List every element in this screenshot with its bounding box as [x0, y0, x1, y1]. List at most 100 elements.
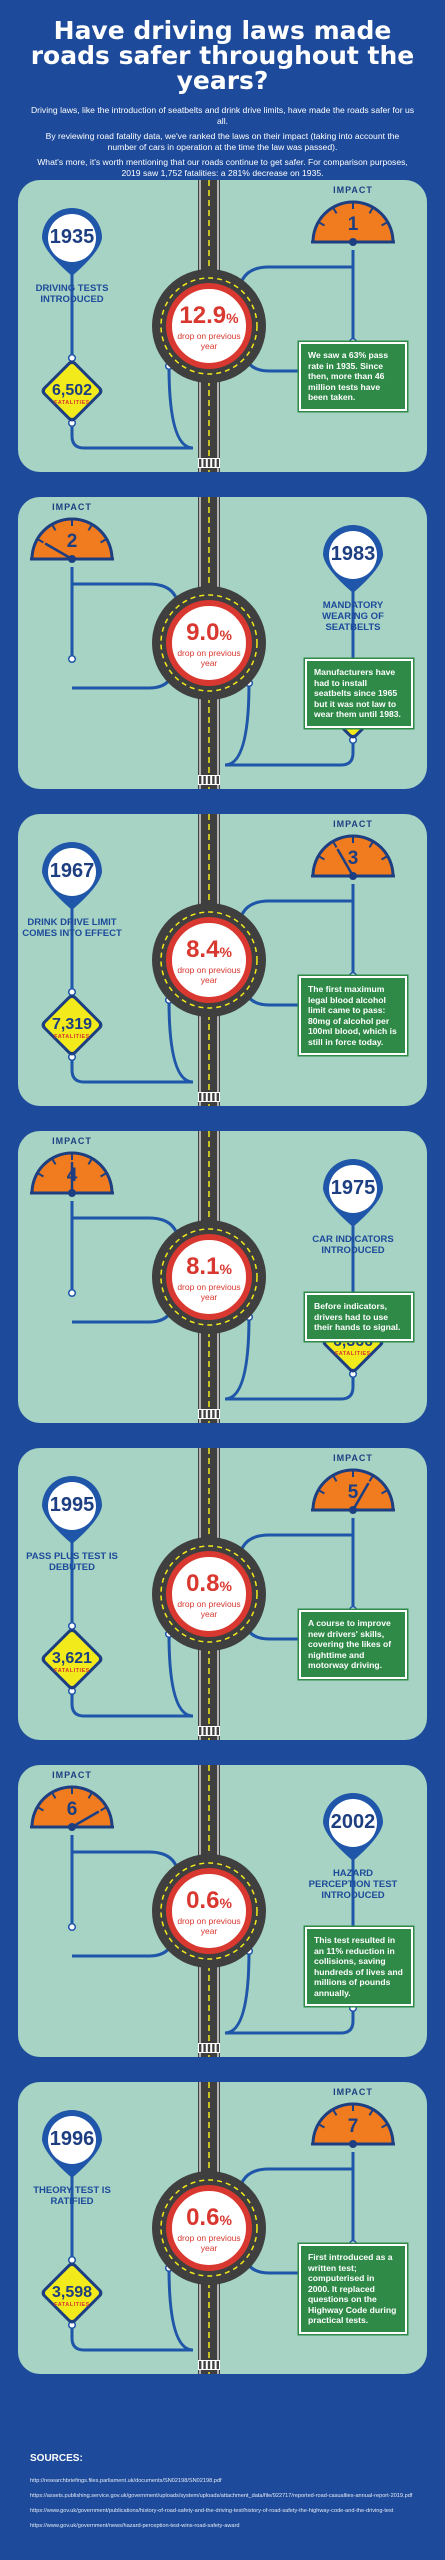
crossing-stripe: [207, 2044, 211, 2052]
drop-percentage: 12.9%: [159, 302, 259, 330]
impact-label: IMPACT: [333, 819, 373, 829]
gauge-needle: [351, 1482, 370, 1512]
connector-dot: [67, 1922, 77, 1932]
connector-line: [224, 1316, 355, 1401]
crossing-stripe: [199, 776, 202, 784]
drop-value: 0.8: [186, 1570, 220, 1597]
crossing-stripe: [212, 1727, 215, 1735]
law-panel: 1996 THEORY TEST IS RATIFIED 3,598 FATALITI…: [18, 2082, 427, 2374]
crossing-stripe: [199, 2361, 202, 2369]
impact-rank: 3: [347, 848, 359, 869]
drop-label: drop on previous year: [177, 1916, 241, 1936]
law-year: 1975: [330, 1177, 376, 1199]
law-label: DRIVING TESTS INTRODUCED: [35, 283, 109, 305]
gauge-tick: [37, 1806, 44, 1812]
fatalities-label: FATALITIES: [54, 2302, 90, 2308]
fatalities-label: FATALITIES: [54, 1668, 90, 1674]
gauge-tick: [318, 855, 325, 861]
impact-gauge-rim: [311, 2102, 395, 2145]
drop-value: 9.0: [186, 619, 220, 646]
roundabout-centre: [166, 283, 252, 369]
crossing-stripe: [203, 459, 206, 467]
warning-diamond-fill: [44, 363, 100, 419]
law-label: MANDATORY WEARING OF SEATBELTS: [322, 600, 384, 633]
fatalities-value: 6,502: [51, 382, 93, 399]
fatalities-value: 3,621: [51, 1650, 93, 1667]
gauge-tick: [332, 1475, 338, 1482]
roundabout-lane-line: [160, 1862, 258, 1960]
intro-paragraph-2: By reviewing road fatality data, we've r…: [45, 131, 400, 152]
gauge-tick: [100, 1806, 107, 1812]
intro-paragraph-3: What's more, it's worth mentioning that …: [37, 157, 408, 178]
pin-inner: [48, 214, 96, 262]
crossing-stripe: [199, 2044, 202, 2052]
connector-line: [70, 365, 194, 450]
drop-percentage: 9.0%: [159, 619, 259, 647]
drop-unit: %: [219, 944, 232, 960]
roundabout-lane-line: [160, 594, 258, 692]
impact-rank: 2: [66, 531, 78, 552]
crossing-stripe: [207, 1727, 211, 1735]
roundabout-centre: [166, 1868, 252, 1954]
law-panel: 1967 DRINK DRIVE LIMIT COMES INTO EFFECT 7…: [18, 814, 427, 1106]
roundabout-lane-line: [160, 1545, 258, 1643]
crossing-stripe: [207, 1410, 211, 1418]
crossing-stripe: [203, 2044, 206, 2052]
drop-percentage: 0.6%: [159, 2204, 259, 2232]
impact-label: IMPACT: [52, 502, 92, 512]
impact-rank: 6: [66, 1799, 78, 1820]
law-year: 2002: [330, 1811, 376, 1833]
gauge-tick: [100, 538, 107, 544]
crossing-stripe: [216, 459, 219, 467]
impact-gauge-rim: [30, 517, 114, 560]
crossing-stripe: [216, 1410, 219, 1418]
impact-rank: 5: [347, 1482, 359, 1503]
pin-inner: [48, 848, 96, 896]
drop-value: 0.6: [186, 2204, 220, 2231]
roundabout-centre: [166, 1551, 252, 1637]
drop-unit: %: [219, 1261, 232, 1277]
gauge-tick: [368, 841, 374, 848]
roundabout-lane-line: [160, 2179, 258, 2277]
source-link[interactable]: https://www.gov.uk/government/news/hazar…: [30, 2523, 240, 2529]
connector-line: [237, 265, 353, 297]
crossing-stripe: [212, 2044, 215, 2052]
crossing-stripe: [216, 1093, 219, 1101]
crossing-stripe: [203, 1093, 206, 1101]
impact-label: IMPACT: [333, 2087, 373, 2097]
drop-unit: %: [219, 2212, 232, 2228]
law-year: 1935: [49, 226, 95, 248]
law-panel: 1975 CAR INDICATORS INTRODUCED 6,366 FATALI…: [18, 1131, 427, 1423]
panel-graphic: [41, 2082, 395, 2374]
law-panel: 1935 DRIVING TESTS INTRODUCED 6,502 FATALIT…: [18, 180, 427, 472]
drop-label: drop on previous year: [177, 331, 241, 351]
law-label: HAZARD PERCEPTION TEST INTRODUCED: [308, 1868, 398, 1901]
gauge-tick: [381, 221, 388, 227]
impact-label: IMPACT: [52, 1770, 92, 1780]
connector-line: [237, 899, 353, 931]
impact-rank: 4: [66, 1165, 78, 1186]
pin-inner: [329, 1799, 377, 1847]
crossing-stripe: [203, 1410, 206, 1418]
pin-inner: [48, 1482, 96, 1530]
drop-label: drop on previous year: [177, 965, 241, 985]
gauge-tick: [87, 1158, 93, 1165]
crossing-stripe: [216, 2044, 219, 2052]
crossing-stripe: [212, 1093, 215, 1101]
roundabout-centre: [166, 1234, 252, 1320]
gauge-tick: [37, 1172, 44, 1178]
connector-dot: [67, 1621, 77, 1631]
gauge-hub: [349, 2140, 357, 2148]
source-link[interactable]: http://researchbriefings.files.parliamen…: [30, 2478, 222, 2484]
fatalities-label: FATALITIES: [335, 1351, 371, 1357]
gauge-tick: [37, 538, 44, 544]
crossing-stripe: [212, 459, 215, 467]
source-link[interactable]: https://www.gov.uk/government/publicatio…: [30, 2508, 394, 2514]
header: Have driving laws made roads safer throu…: [0, 0, 445, 183]
panel-graphic: [30, 497, 384, 789]
drop-unit: %: [219, 1895, 232, 1911]
source-link[interactable]: https://assets.publishing.service.gov.uk…: [30, 2493, 413, 2499]
law-label: THEORY TEST IS RATIFIED: [33, 2185, 111, 2207]
drop-label: drop on previous year: [177, 1599, 241, 1619]
